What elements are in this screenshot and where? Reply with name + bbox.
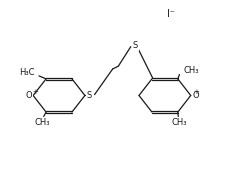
Text: CH₃: CH₃ [184, 66, 199, 75]
Text: CH₃: CH₃ [35, 118, 50, 127]
Text: O: O [193, 91, 199, 100]
Text: O: O [25, 91, 32, 100]
Text: H₃C: H₃C [19, 68, 34, 77]
Text: CH₃: CH₃ [171, 118, 187, 127]
Text: I⁻: I⁻ [167, 8, 175, 19]
Text: +: + [194, 89, 199, 95]
Text: +: + [32, 89, 38, 95]
Text: S: S [87, 91, 92, 100]
Text: S: S [133, 41, 138, 50]
